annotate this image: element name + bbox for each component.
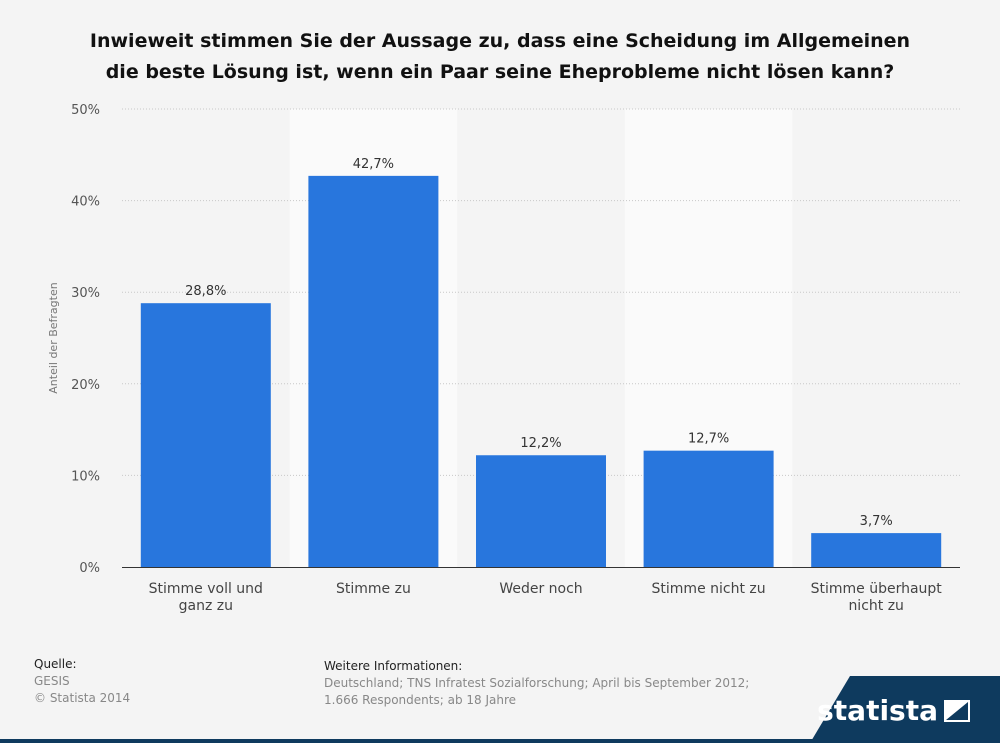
source-block: Quelle: GESIS © Statista 2014 [34,656,130,707]
bar [811,533,942,567]
brand-bottom-line [0,739,1000,743]
bar [308,175,439,568]
chart-title-line-1: Inwieweit stimmen Sie der Aussage zu, da… [89,30,911,52]
data-label: 3,7% [860,514,893,529]
y-tick-label: 40% [71,195,100,210]
y-tick-label: 20% [71,378,100,393]
y-tick-label: 30% [71,286,100,301]
data-label: 42,7% [353,157,394,172]
data-label: 28,8% [185,284,226,299]
x-tick-label: nicht zu [848,598,904,614]
statista-logo-icon [944,699,970,722]
data-label: 12,2% [520,436,561,451]
source-line: GESIS [34,674,70,688]
logo-text: statista [817,694,938,727]
bar [476,455,606,567]
chart-title: Inwieweit stimmen Sie der Aussage zu, da… [60,26,940,88]
x-tick-label: ganz zu [179,598,233,614]
y-tick-label: 50% [71,103,100,118]
x-tick-label: Stimme voll und [149,581,263,597]
info-block: Weitere Informationen: Deutschland; TNS … [324,658,749,709]
statista-logo[interactable]: statista [817,694,970,727]
bar [643,450,774,567]
x-tick-label: Stimme überhaupt [811,581,943,597]
info-line-1: Deutschland; TNS Infratest Sozialforschu… [324,676,750,690]
source-heading: Quelle: [34,657,77,671]
chart-title-line-2: die beste Lösung ist, wenn ein Paar sein… [105,61,895,83]
data-label: 12,7% [688,432,729,447]
y-tick-label: 10% [71,469,100,484]
y-tick-label: 0% [79,561,100,576]
x-tick-label: Weder noch [499,581,582,597]
bar-chart: 0% 10% 20% 30% 40% 50% Anteil der Befragten 28,… [47,103,960,614]
bar [140,303,271,567]
x-tick-label: Stimme nicht zu [652,581,766,597]
info-line-2: 1.666 Respondents; ab 18 Jahre [324,693,517,707]
x-tick-label: Stimme zu [336,581,411,597]
info-heading: Weitere Informationen: [324,659,463,673]
y-axis-label: Anteil der Befragten [47,282,60,393]
copyright-line: © Statista 2014 [34,691,131,705]
